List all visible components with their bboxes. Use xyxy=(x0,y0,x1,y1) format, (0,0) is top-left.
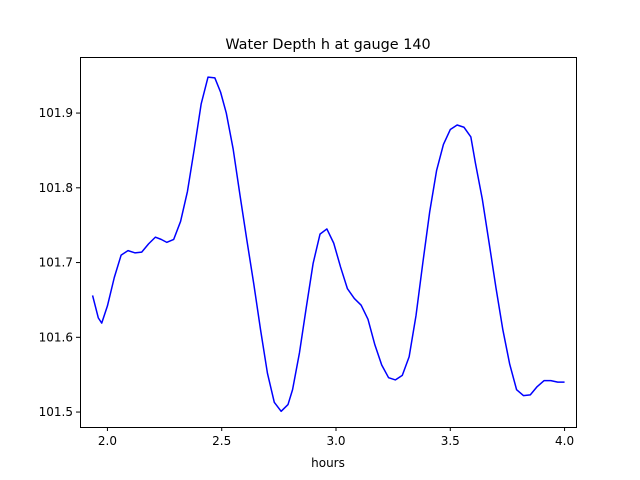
chart-title: Water Depth h at gauge 140 xyxy=(225,37,430,53)
y-tick-label: 101.5 xyxy=(39,405,73,419)
x-tick-label: 3.5 xyxy=(441,434,460,448)
x-tick-label: 2.5 xyxy=(212,434,231,448)
y-tick-label: 101.7 xyxy=(39,256,73,270)
x-axis-label: hours xyxy=(311,456,345,470)
y-axis: 101.5 101.6 101.7 101.8 101.9 xyxy=(39,106,80,419)
y-tick-label: 101.6 xyxy=(39,330,73,344)
x-tick-label: 2.0 xyxy=(98,434,117,448)
y-tick-label: 101.8 xyxy=(39,181,73,195)
x-axis: 2.0 2.5 3.0 3.5 4.0 xyxy=(98,427,574,448)
x-tick-label: 3.0 xyxy=(326,434,345,448)
series-line-0 xyxy=(91,76,565,413)
x-tick-label: 4.0 xyxy=(555,434,574,448)
plot-frame xyxy=(80,57,577,428)
series-layer xyxy=(91,76,565,413)
y-tick-label: 101.9 xyxy=(39,106,73,120)
